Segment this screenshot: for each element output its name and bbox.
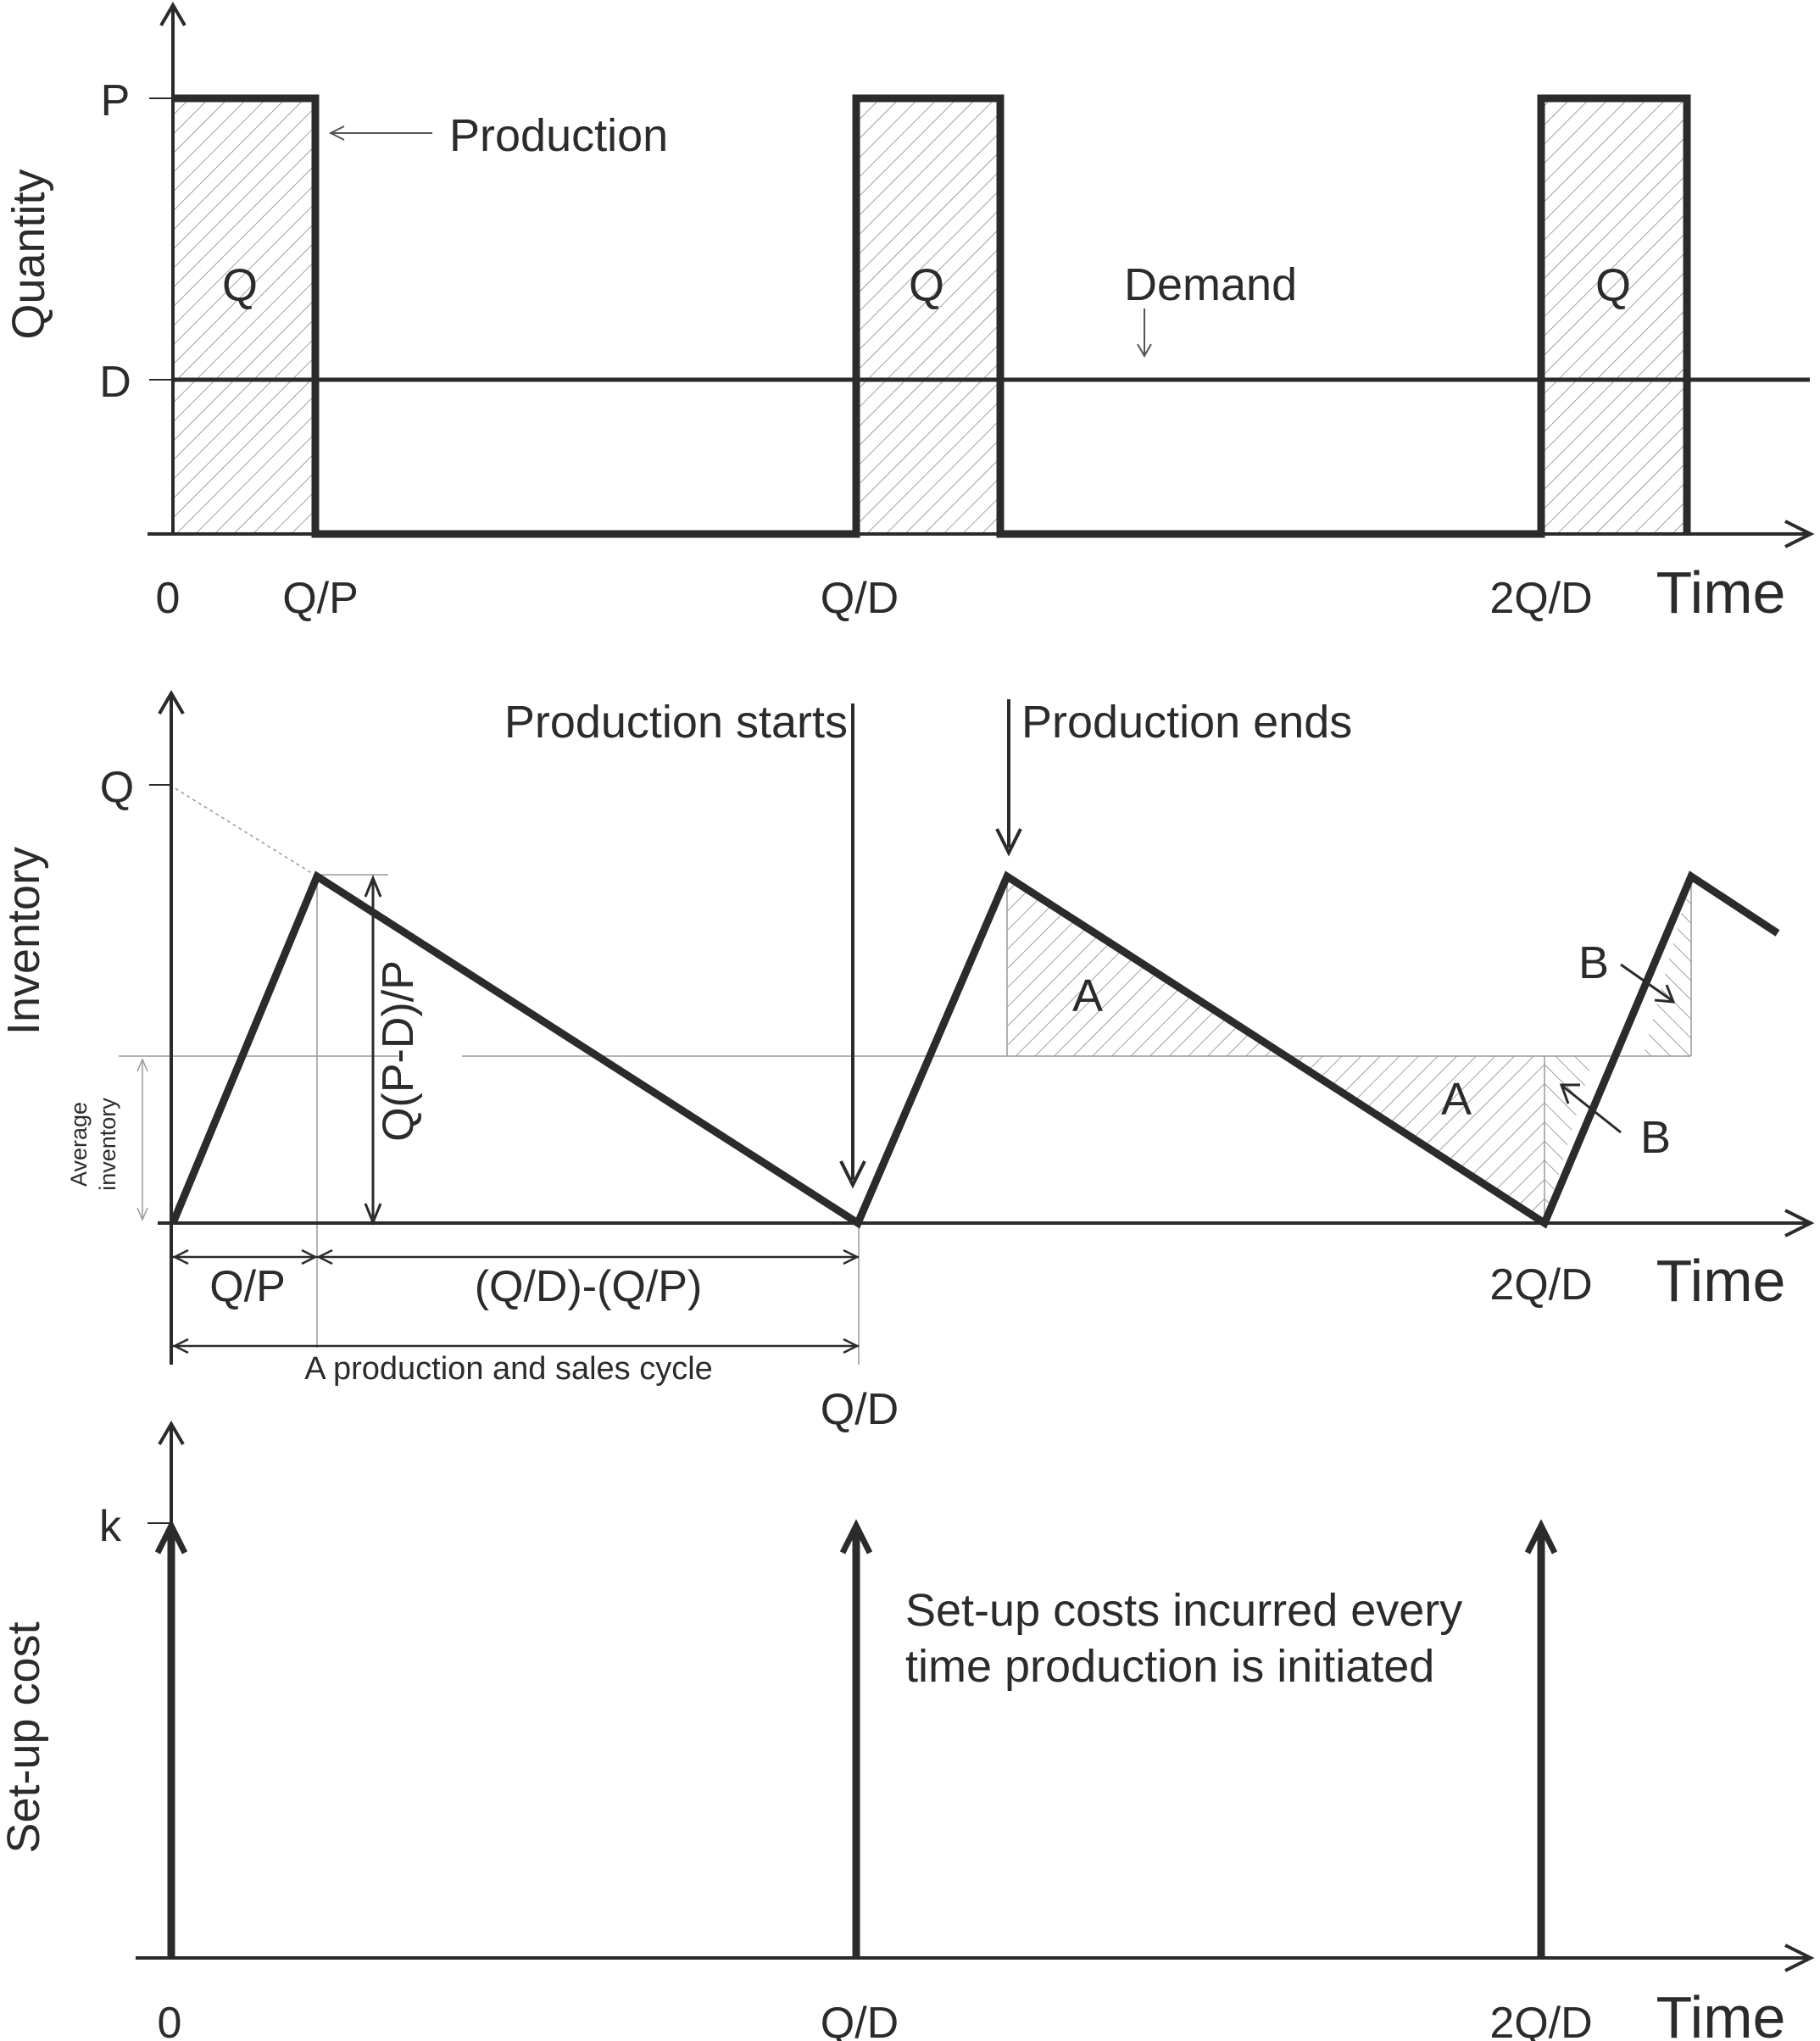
span-rest-label: (Q/D)-(Q/P) — [475, 1262, 703, 1311]
peak-dimension-arrow-bottom — [364, 1203, 382, 1226]
block-label-q-2: Q — [909, 260, 944, 311]
production-starts-label: Production starts — [504, 697, 848, 748]
setup-impulse-1-head — [154, 1519, 188, 1554]
tick-label-2qd-middle: 2Q/D — [1489, 1260, 1592, 1310]
block-label-q-1: Q — [222, 260, 258, 311]
production-rate-line — [173, 94, 1691, 538]
panel-quantity: Quantity P D 0 Q/P Q/D 2Q/D Time Product… — [3, 2, 1815, 626]
quantity-x-axis-arrowhead — [1784, 520, 1815, 548]
tick-label-zero-bottom: 0 — [158, 1999, 182, 2041]
span-rest-arrow-left — [316, 1249, 333, 1265]
area-b-pointer-1-head — [1654, 984, 1676, 1004]
quantity-y-axis-arrowhead — [159, 2, 186, 27]
quantity-axis-label: Quantity — [3, 169, 54, 339]
production-block-3 — [1541, 98, 1687, 534]
tick-label-2qd-bottom: 2Q/D — [1489, 1999, 1592, 2041]
inventory-x-axis-arrowhead — [1784, 1209, 1815, 1237]
inventory-axis-label: Inventory — [0, 847, 49, 1035]
inventory-level-line — [169, 870, 1780, 1229]
area-b-pointer-1 — [1620, 963, 1673, 1002]
peak-label: Q(P-D)/P — [374, 960, 423, 1142]
span-qp-label: Q/P — [209, 1262, 286, 1311]
production-block-2 — [856, 98, 1000, 534]
area-b-pointer-2 — [1562, 1085, 1622, 1134]
demand-pointer-head — [1137, 343, 1152, 359]
production-ends-arrowhead — [995, 828, 1022, 857]
peak-dimension-arrow-top — [364, 875, 382, 898]
time-axis-label: Time — [1656, 559, 1786, 626]
production-ends-label: Production ends — [1021, 697, 1352, 748]
area-b-label-1: B — [1578, 937, 1609, 988]
setup-y-axis-arrowhead — [158, 1421, 185, 1446]
demand-label: Demand — [1124, 259, 1297, 310]
cycle-label: A production and sales cycle — [304, 1351, 713, 1387]
average-inventory-arrow-top — [136, 1058, 148, 1072]
tick-label-qd: Q/D — [821, 574, 899, 623]
time-axis-label-middle: Time — [1656, 1248, 1786, 1314]
setup-x-axis-arrowhead — [1784, 1944, 1815, 1972]
setup-note-line-1: Set-up costs incurred every — [905, 1585, 1462, 1636]
tick-label-p: P — [101, 76, 131, 125]
area-a-label-1: A — [1072, 970, 1103, 1021]
block-label-q-3: Q — [1595, 260, 1631, 311]
tick-label-qp: Q/P — [282, 574, 359, 623]
tick-label-qd-bottom: Q/D — [821, 1999, 899, 2041]
tick-label-k: k — [99, 1502, 122, 1551]
area-b-lower — [1544, 1056, 1594, 1223]
span-qp-arrow-right — [301, 1249, 318, 1265]
tick-label-d: D — [99, 358, 131, 407]
setup-note-line-2: time production is initiated — [905, 1641, 1434, 1692]
time-axis-label-bottom: Time — [1656, 1984, 1786, 2041]
cycle-arrow-right — [843, 1337, 860, 1354]
cycle-arrow-left — [172, 1337, 189, 1354]
average-inventory-arrow-bottom — [136, 1207, 148, 1221]
tick-label-zero: 0 — [156, 574, 181, 623]
tick-label-q: Q — [100, 763, 134, 812]
span-qp-arrow-left — [172, 1249, 189, 1265]
production-block-1 — [173, 98, 317, 534]
max-inventory-dashed — [169, 784, 318, 877]
tick-label-qd-middle: Q/D — [821, 1385, 899, 1434]
area-b-pointer-2-head — [1559, 1083, 1580, 1104]
panel-setup-cost: Set-up cost k 0 Q/D 2Q/D Time Set-up cos… — [0, 1421, 1815, 2041]
production-label: Production — [449, 110, 668, 161]
production-pointer-head — [328, 125, 345, 141]
setup-impulse-3-head — [1524, 1519, 1558, 1554]
tick-label-2qd: 2Q/D — [1489, 574, 1592, 623]
setup-axis-label: Set-up cost — [0, 1621, 49, 1853]
average-inventory-label-2: inventory — [95, 1098, 120, 1191]
setup-impulse-2-head — [839, 1519, 873, 1554]
area-b-upper — [1643, 876, 1691, 1056]
area-b-label-2: B — [1640, 1112, 1671, 1163]
production-starts-arrowhead — [839, 1160, 866, 1189]
inventory-y-axis-arrowhead — [158, 690, 185, 715]
span-rest-arrow-right — [843, 1249, 860, 1265]
area-a-label-2: A — [1441, 1074, 1472, 1125]
average-inventory-label-1: Average — [66, 1102, 92, 1187]
panel-inventory: Average inventory Q(P-D)/P Production st… — [0, 690, 1815, 1434]
